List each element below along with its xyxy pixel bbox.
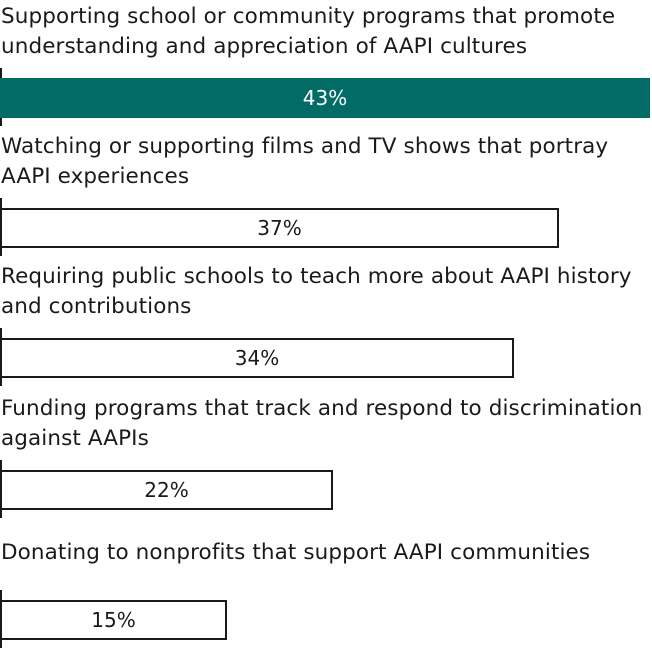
bar: 22% xyxy=(0,470,333,510)
category-label: Supporting school or community programs … xyxy=(1,4,616,59)
category-label: Requiring public schools to teach more a… xyxy=(1,264,632,319)
bar: 43% xyxy=(0,78,650,118)
bar-value-label: 37% xyxy=(257,216,302,240)
bar: 37% xyxy=(0,208,559,248)
category-label: Donating to nonprofits that support AAPI… xyxy=(1,540,591,565)
category-label: Watching or supporting films and TV show… xyxy=(1,134,609,189)
bar-value-label: 22% xyxy=(144,478,189,502)
bar-value-label: 43% xyxy=(302,86,348,110)
bar: 34% xyxy=(0,338,514,378)
category-label: Funding programs that track and respond … xyxy=(1,396,643,451)
bar: 15% xyxy=(0,600,227,640)
bar-value-label: 34% xyxy=(234,346,280,370)
bar-value-label: 15% xyxy=(91,608,136,632)
